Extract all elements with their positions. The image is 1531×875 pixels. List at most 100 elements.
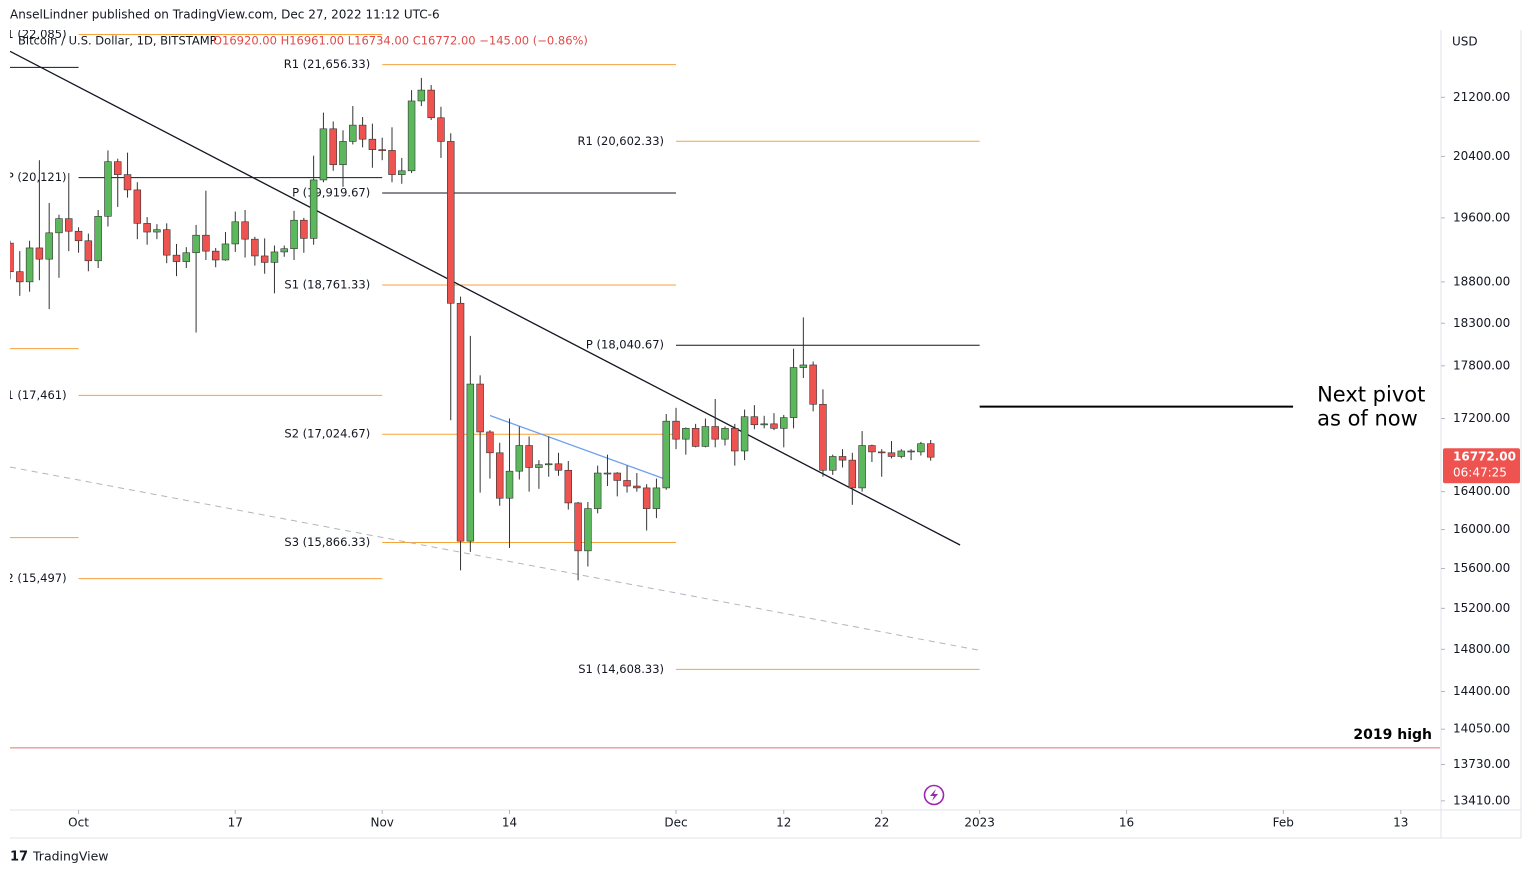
candle-body [143, 223, 151, 233]
trendline [10, 466, 980, 651]
y-tick-label: 15200.00 [1453, 601, 1510, 615]
candle-body [731, 428, 739, 452]
pivot-label: S1 (14,608.33) [578, 662, 664, 676]
candle-body [388, 150, 396, 175]
publisher: AnselLindner published on TradingView.co… [10, 8, 440, 22]
x-tick-label: Oct [68, 816, 89, 830]
candle-body [584, 508, 592, 552]
candle-body [495, 452, 504, 499]
candle-body [153, 229, 161, 233]
candle-body [55, 218, 63, 234]
icon-bolt[interactable] [930, 789, 938, 801]
icon-ring[interactable] [923, 784, 945, 806]
candle-body [290, 219, 298, 250]
candle-body [300, 219, 308, 239]
pivot-label: R1 (21,656.33) [284, 57, 370, 71]
candle-body [339, 141, 347, 166]
candle-body [45, 232, 53, 260]
trendline [10, 50, 961, 546]
candle-body [35, 247, 44, 260]
candle-body [378, 149, 386, 151]
candle-body [114, 161, 122, 175]
lightning-icon[interactable] [923, 784, 945, 806]
candle-body [770, 423, 778, 429]
x-tick-label: 12 [776, 816, 791, 830]
y-tick-label: 14050.00 [1453, 722, 1510, 736]
candle-body [309, 179, 318, 239]
candle-body [172, 254, 181, 262]
x-tick-label: 14 [502, 816, 517, 830]
candle-body [829, 456, 837, 471]
candle-body [603, 472, 612, 475]
candle-body [123, 174, 132, 191]
candle-body [417, 89, 426, 102]
y-tick-label: 16000.00 [1453, 522, 1510, 536]
candle-body [721, 428, 729, 440]
y-tick-label: 16400.00 [1453, 484, 1510, 498]
pivot-label: S1 (18,761.33) [284, 278, 370, 292]
candle-body [789, 367, 798, 418]
candle-body [750, 416, 759, 426]
y-tick-label: 18800.00 [1453, 274, 1510, 288]
candle-body [25, 247, 34, 283]
x-tick-label: 17 [228, 816, 243, 830]
candle-body [358, 124, 367, 140]
candle-body [231, 221, 240, 245]
candle-body [260, 255, 269, 263]
plot-area: R1 (22,085) P (20,121) S1 (17,461) S2 (15,4… [0, 30, 1440, 749]
candle-body [897, 450, 906, 457]
next-pivot-text: Next pivot [1317, 383, 1425, 407]
x-tick-label: 2023 [964, 816, 995, 830]
candle-body [505, 470, 514, 499]
x-tick-label: Dec [664, 816, 687, 830]
candle-body [887, 452, 896, 457]
candle-body [838, 456, 847, 461]
y-tick-label: 17800.00 [1453, 358, 1510, 372]
candle-body [740, 416, 749, 452]
pivot-label: S3 (15,866.33) [284, 535, 370, 549]
candle-body [682, 428, 690, 440]
candle-body [760, 423, 768, 426]
logo-mark: 𝟭𝟳 [10, 850, 28, 865]
candle-body [525, 445, 533, 468]
candle-body [848, 459, 857, 489]
candle-body [858, 445, 866, 489]
candle-body [554, 463, 563, 471]
x-tick-label: Nov [370, 816, 393, 830]
candle-body [652, 487, 661, 509]
candle-body [809, 364, 817, 405]
candle-body [202, 234, 210, 252]
y-tick-label: 14400.00 [1453, 684, 1510, 698]
candle-body [407, 100, 416, 172]
candle-body [868, 445, 876, 453]
y-tick-label: 13410.00 [1453, 793, 1510, 807]
pivot-label: P (18,040.67) [586, 338, 664, 352]
x-tick-label: Feb [1273, 816, 1294, 830]
candle-body [701, 426, 710, 447]
pivot-label: S2 (15,497) [0, 571, 67, 585]
candle-body [133, 189, 142, 224]
y-tick-label: 19600.00 [1453, 210, 1510, 224]
candle-body [182, 252, 191, 262]
candle-body [192, 234, 200, 254]
countdown: 06:47:25 [1453, 466, 1507, 480]
candle-body [662, 420, 670, 489]
candle-body [280, 248, 288, 253]
x-tick-label: 22 [874, 816, 889, 830]
candle-body [544, 463, 553, 466]
candle-body [65, 218, 73, 232]
y-tick-label: 17200.00 [1453, 411, 1510, 425]
candle-body [476, 383, 484, 433]
candle-body [241, 221, 249, 240]
candle-body [780, 417, 788, 429]
candle-body [877, 451, 886, 454]
candle-body [593, 472, 602, 509]
candle-body [104, 161, 112, 217]
y-tick-label: 20400.00 [1453, 149, 1510, 163]
candle-body [319, 128, 328, 181]
candle-body [926, 443, 935, 458]
candle-body [447, 141, 455, 304]
candle-body [515, 445, 524, 472]
candle-body [819, 403, 827, 471]
